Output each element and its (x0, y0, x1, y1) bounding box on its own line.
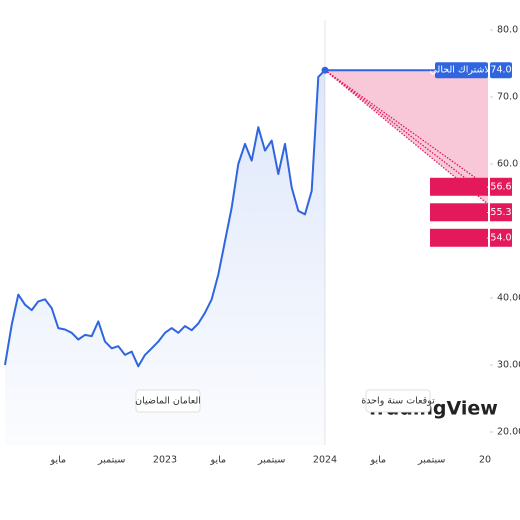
current-value: 74.0 (490, 65, 511, 76)
current-value-box (490, 62, 512, 79)
target-value-box (490, 177, 512, 196)
forecast-line (324, 69, 489, 197)
y-tick-label: 20.00 (497, 427, 520, 438)
target-label-box (430, 203, 488, 222)
x-tick-label: 2023 (153, 455, 177, 466)
price-line (4, 69, 326, 368)
annotation: توقعات سنة واحدة (361, 396, 435, 407)
x-tick-label: مايو (370, 455, 387, 466)
y-tick-label: 40.00 (497, 293, 520, 304)
annotation-box (135, 389, 201, 413)
target-value-box (490, 203, 512, 222)
current-name-box (435, 62, 488, 79)
target-value: 55.3 (490, 207, 511, 218)
line-area (5, 70, 325, 445)
target-value: 56.6 (490, 181, 511, 192)
x-tick-label: سبتمبر (257, 455, 285, 466)
x-tick-label: سبتمبر (97, 455, 125, 466)
x-tick-label: 2024 (313, 455, 337, 466)
x-tick-label: سبتمبر (417, 455, 445, 466)
x-tick-label: مايو (50, 455, 67, 466)
target-label-box (430, 228, 488, 247)
current-point (321, 66, 329, 74)
x-tick-label: 20 (479, 455, 491, 466)
target-label-box (430, 177, 488, 196)
y-tick-label: 70.0 (497, 92, 518, 103)
y-tick-label: 80.0 (497, 25, 518, 36)
x-tick-label: مايو (210, 455, 227, 466)
target-value-box (490, 228, 512, 247)
y-tick-label: 30.00 (497, 360, 520, 371)
annotation: العامان الماضيان (135, 396, 201, 407)
target-value: 54.0 (490, 232, 511, 243)
y-tick-label: 60.0 (497, 159, 518, 170)
annotation-box (365, 389, 431, 413)
current-name: الاشتراك الحالي (430, 65, 493, 76)
forecast-line (324, 69, 489, 205)
forecast-line (324, 69, 489, 188)
